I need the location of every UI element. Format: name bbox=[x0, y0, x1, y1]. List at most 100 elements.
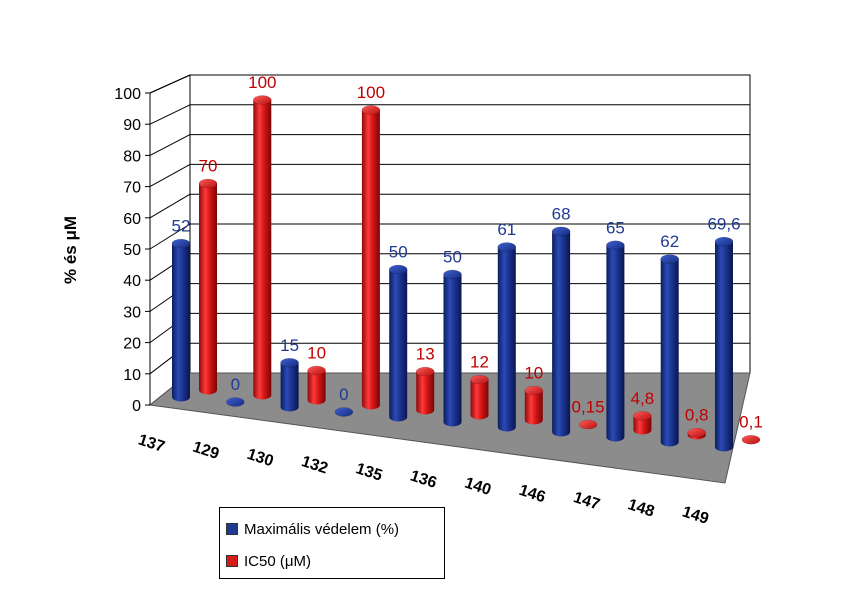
data-label-max-protection: 69,6 bbox=[707, 215, 740, 234]
y-tick-label: 40 bbox=[123, 273, 141, 290]
bar-max-protection bbox=[334, 407, 354, 417]
bar-max-protection-cap bbox=[334, 407, 354, 417]
data-label-max-protection: 15 bbox=[280, 336, 299, 355]
y-tick-label: 0 bbox=[132, 398, 141, 415]
bar-max-protection bbox=[443, 269, 462, 427]
gridline-side bbox=[149, 104, 191, 125]
gridline-side bbox=[149, 163, 191, 188]
data-label-max-protection: 50 bbox=[443, 248, 462, 267]
data-label-ic50: 12 bbox=[470, 353, 489, 372]
bar-max-protection-cap bbox=[443, 269, 462, 280]
data-label-ic50: 0,15 bbox=[572, 398, 605, 417]
bar-max-protection-cap bbox=[660, 254, 679, 264]
bar-ic50-cap bbox=[253, 95, 272, 105]
bar-max-protection-body bbox=[660, 259, 679, 447]
bar-ic50-body bbox=[470, 379, 489, 420]
bar-ic50 bbox=[470, 374, 489, 420]
y-tick-label: 20 bbox=[123, 336, 141, 353]
data-label-ic50: 10 bbox=[524, 364, 543, 383]
y-tick-label: 50 bbox=[123, 242, 141, 259]
bar-max-protection-body bbox=[552, 231, 571, 437]
bar-ic50 bbox=[253, 95, 272, 400]
bar-ic50 bbox=[361, 105, 381, 410]
x-tick-label: 137 bbox=[136, 432, 167, 456]
legend-label: Maximális védelem (%) bbox=[244, 520, 400, 538]
bar-ic50-body bbox=[416, 371, 435, 415]
x-tick-label: 132 bbox=[299, 453, 330, 477]
x-tick-label: 136 bbox=[408, 468, 439, 492]
legend-item-max-protection: Maximális védelem (%) bbox=[226, 518, 399, 540]
bar-ic50 bbox=[415, 366, 435, 415]
bar-ic50-cap bbox=[524, 385, 544, 396]
bar-max-protection-body bbox=[443, 274, 462, 427]
bar-max-protection bbox=[388, 264, 408, 422]
bar-ic50-body bbox=[199, 183, 217, 395]
data-label-ic50: 13 bbox=[416, 345, 435, 364]
bar-max-protection bbox=[497, 242, 517, 432]
data-label-max-protection: 61 bbox=[497, 220, 516, 239]
bar-max-protection-body bbox=[280, 362, 299, 412]
y-tick-label: 30 bbox=[123, 304, 141, 321]
legend-label: IC50 (μM) bbox=[244, 552, 311, 570]
legend-swatch-blue bbox=[226, 523, 238, 535]
bar-max-protection bbox=[660, 254, 679, 447]
bar-max-protection bbox=[714, 236, 734, 452]
y-tick-label: 80 bbox=[123, 148, 141, 165]
legend-item-ic50: IC50 (μM) bbox=[226, 550, 311, 572]
bar-max-protection-body bbox=[172, 243, 190, 402]
bar-ic50 bbox=[198, 178, 218, 395]
bar-ic50 bbox=[741, 434, 761, 445]
bar-max-protection-body bbox=[389, 269, 408, 422]
y-axis-label: % és μM bbox=[61, 216, 80, 284]
data-label-max-protection: 0 bbox=[339, 385, 348, 404]
x-tick-label: 135 bbox=[354, 460, 385, 484]
bar-ic50-body bbox=[524, 390, 543, 425]
y-tick-label: 70 bbox=[123, 180, 141, 197]
bar-ic50-cap bbox=[307, 365, 326, 376]
bar-max-protection-cap bbox=[606, 240, 625, 250]
bar-max-protection-cap bbox=[551, 226, 571, 237]
x-tick-label: 148 bbox=[626, 496, 657, 520]
bar-ic50-cap bbox=[198, 178, 218, 189]
bar-max-protection-body bbox=[497, 247, 516, 432]
bars bbox=[171, 95, 761, 452]
gridline-side bbox=[149, 74, 191, 94]
y-tick-label: 90 bbox=[123, 117, 141, 134]
data-label-max-protection: 50 bbox=[389, 243, 408, 262]
gridline-side bbox=[149, 134, 191, 156]
gridline-side bbox=[149, 193, 191, 219]
bar-ic50-cap bbox=[687, 427, 706, 438]
bar-ic50-cap bbox=[578, 419, 598, 430]
bar-ic50-body bbox=[253, 100, 272, 400]
data-label-ic50: 100 bbox=[357, 83, 385, 102]
bar-max-protection-cap bbox=[388, 264, 408, 275]
data-label-max-protection: 52 bbox=[172, 217, 191, 236]
gridline-side bbox=[149, 223, 191, 250]
bar-max-protection-cap bbox=[497, 242, 517, 252]
data-label-ic50: 10 bbox=[307, 344, 326, 363]
x-tick-label: 147 bbox=[571, 489, 602, 513]
bar-ic50 bbox=[633, 411, 652, 435]
x-tick-label: 140 bbox=[462, 475, 493, 499]
x-tick-label: 129 bbox=[190, 439, 221, 463]
data-label-max-protection: 62 bbox=[660, 232, 679, 251]
bar-ic50-cap bbox=[741, 434, 761, 445]
x-tick-label: 149 bbox=[680, 504, 711, 528]
bar-max-protection-cap bbox=[171, 238, 191, 249]
bar-ic50 bbox=[687, 427, 706, 440]
x-tick-label: 146 bbox=[517, 482, 548, 506]
legend-swatch-red bbox=[226, 555, 238, 567]
bar-ic50 bbox=[578, 419, 598, 430]
data-label-ic50: 100 bbox=[248, 73, 276, 92]
data-label-ic50: 70 bbox=[199, 157, 218, 176]
bar-max-protection bbox=[280, 358, 299, 412]
bar-ic50-cap bbox=[633, 411, 652, 421]
bar-ic50 bbox=[307, 365, 326, 405]
bar-ic50-body bbox=[307, 370, 326, 405]
bar-max-protection-body bbox=[715, 241, 733, 452]
data-label-ic50: 4,8 bbox=[631, 389, 655, 408]
bar-ic50-cap bbox=[415, 366, 435, 377]
data-label-max-protection: 68 bbox=[552, 204, 571, 223]
bar-max-protection-cap bbox=[714, 236, 734, 247]
